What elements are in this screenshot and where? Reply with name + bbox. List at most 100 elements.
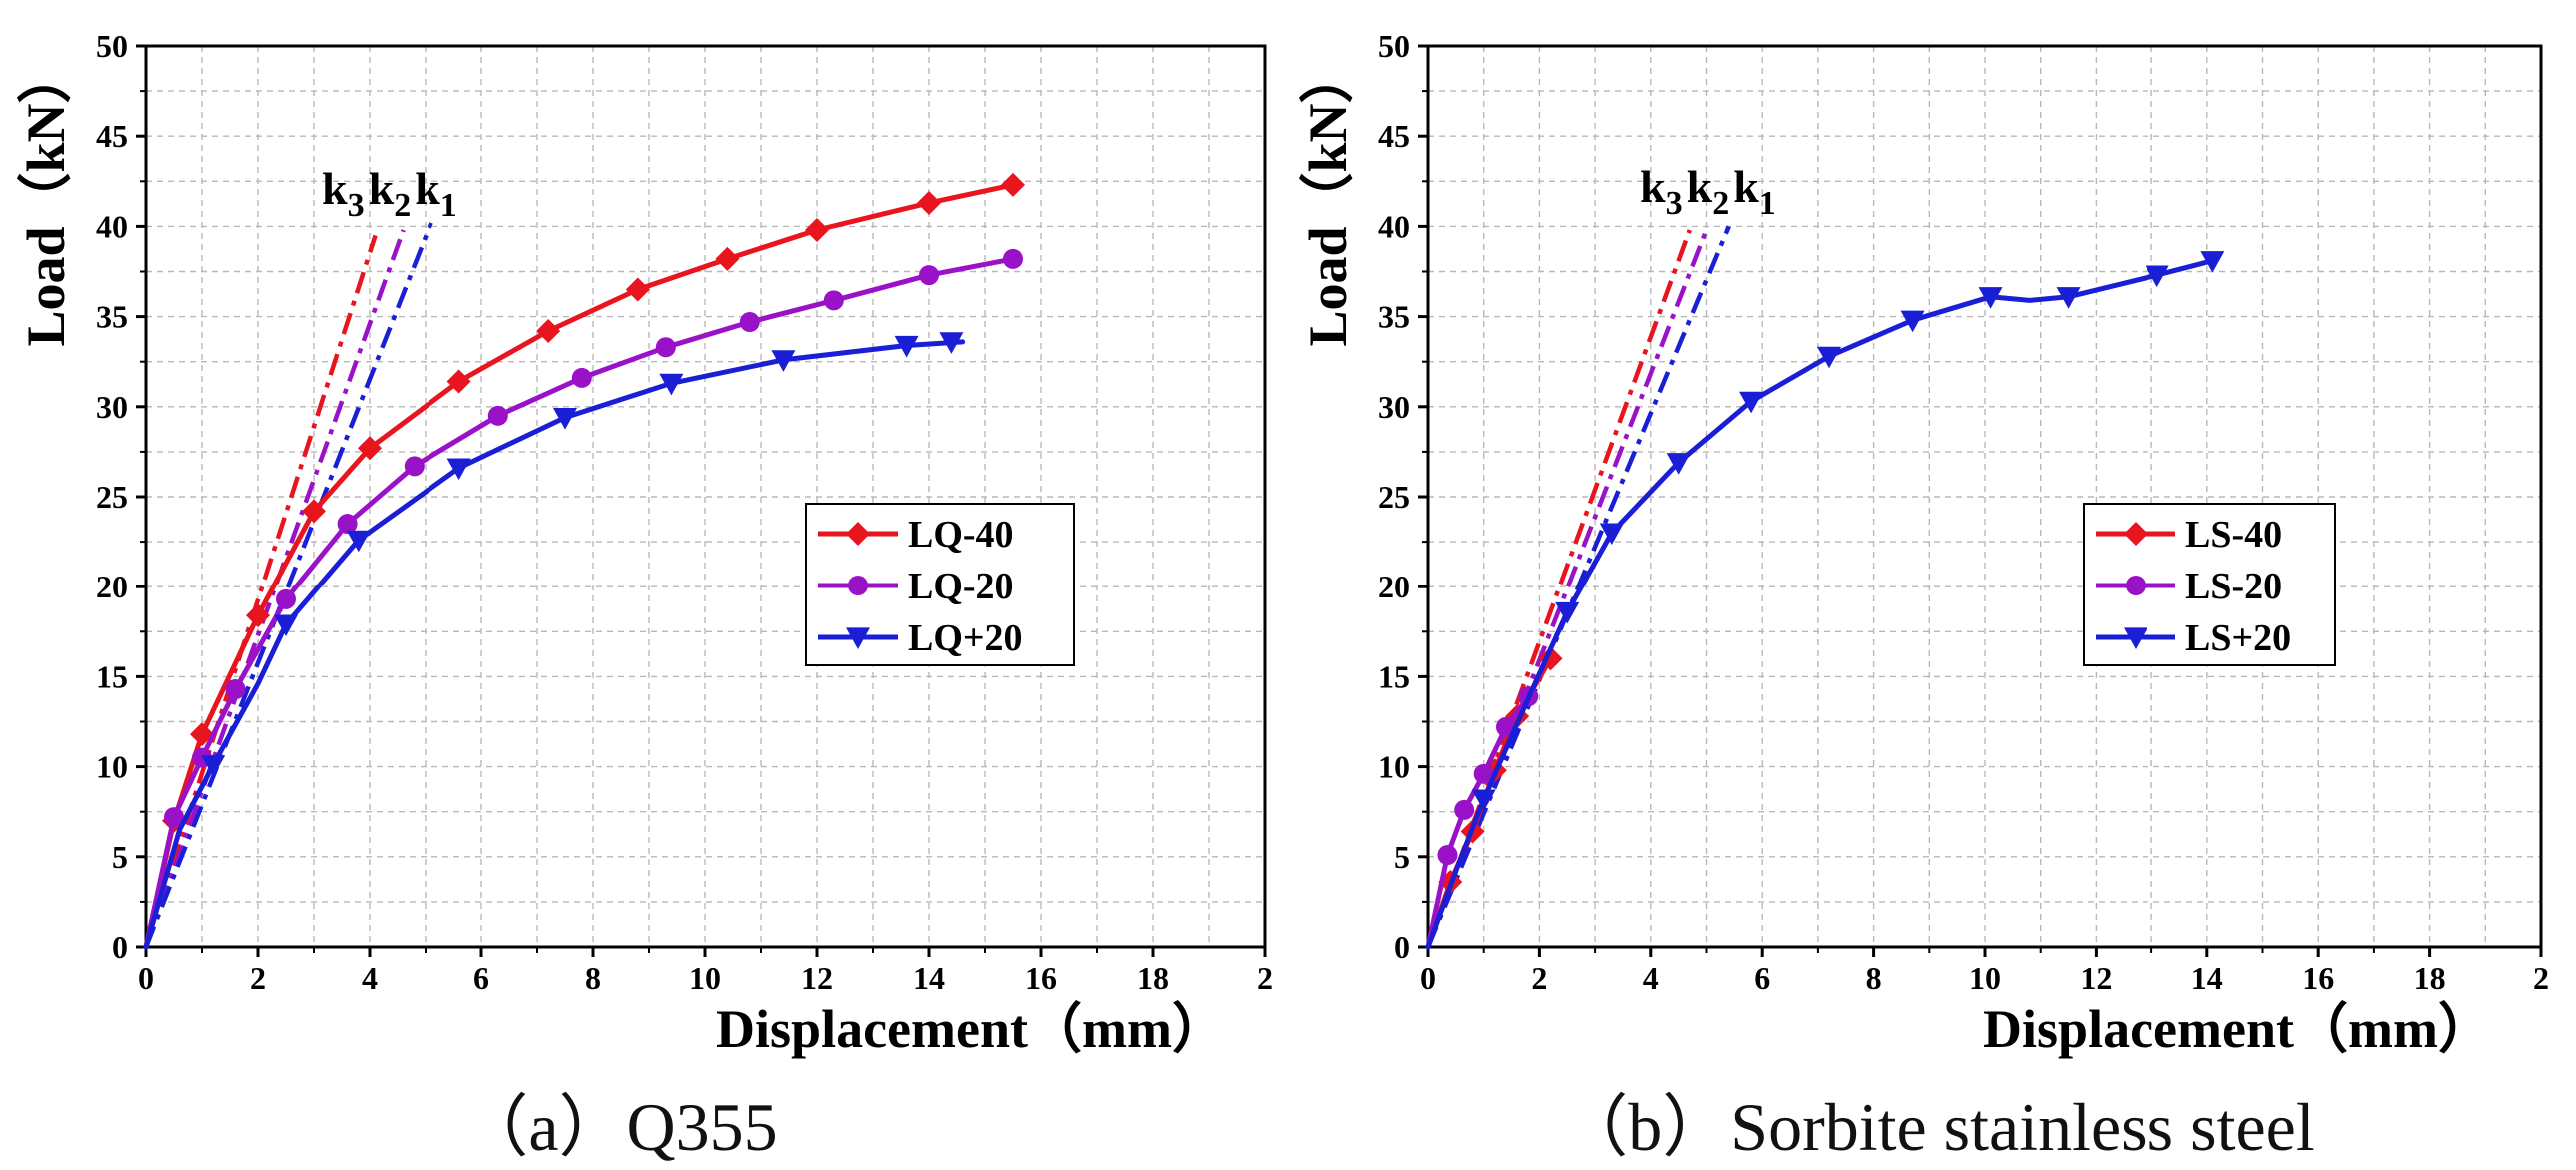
chart-b-y-axis-label: Load（kN） bbox=[1298, 49, 1358, 346]
chart-a-series-LQ+20 bbox=[143, 332, 966, 950]
chart-b-xtick-label: 18 bbox=[2414, 960, 2446, 996]
chart-a-series-point-LQ+20 bbox=[553, 408, 577, 430]
chart-b-series-point-LS+20 bbox=[1666, 453, 1691, 475]
chart-a-series-point-LQ-20 bbox=[225, 679, 246, 700]
chart-b-ytick-label: 40 bbox=[1378, 208, 1410, 244]
chart-a-xtick-label: 8 bbox=[585, 960, 601, 996]
chart-b-legend-label-LS-20: LS-20 bbox=[2185, 566, 2282, 607]
chart-a-xtick-label: 0 bbox=[138, 960, 154, 996]
chart-a-stiffness-subscript: 3 bbox=[348, 187, 365, 224]
chart-a-series-point-LQ-20 bbox=[337, 514, 358, 535]
chart-a-series-point-LQ+20 bbox=[659, 373, 684, 396]
chart-a-series-point-LQ-20 bbox=[487, 405, 508, 426]
chart-b-series-point-LS+20 bbox=[1471, 789, 1496, 812]
chart-a-series-point-LQ-20 bbox=[739, 312, 760, 333]
chart-a-series-point-LQ-20 bbox=[164, 807, 184, 828]
chart-b-series-LS+20 bbox=[1425, 251, 2225, 950]
chart-b-ytick-label: 35 bbox=[1378, 299, 1410, 335]
chart-a-stiffness-k: k bbox=[322, 163, 348, 214]
chart-b: 0 2 4 6 8 10 12 14 16 18 205101520253035404550Disp… bbox=[1298, 28, 2549, 1059]
chart-a-stiffness-line-k3 bbox=[143, 234, 378, 948]
chart-b-ytick-label: 25 bbox=[1378, 479, 1410, 515]
chart-b-ytick-label: 10 bbox=[1378, 749, 1410, 785]
chart-b-legend-label-LS+20: LS+20 bbox=[2185, 617, 2291, 659]
chart-a-series-line-LQ-20 bbox=[143, 256, 1016, 950]
chart-b-stiffness-line-k3 bbox=[1425, 229, 1692, 948]
chart-a-series-point-LQ+20 bbox=[274, 614, 298, 637]
chart-a-series-point-LQ-20 bbox=[823, 290, 844, 311]
chart-a-ytick-label: 45 bbox=[96, 118, 128, 154]
chart-b-ytick-label: 20 bbox=[1378, 569, 1410, 604]
chart-b-series-point-LS+20 bbox=[1900, 310, 1925, 333]
chart-a-series-point-LQ-40 bbox=[302, 499, 326, 524]
chart-b-series-point-LS-20 bbox=[1437, 844, 1458, 865]
chart-a-ytick-label: 25 bbox=[96, 479, 128, 515]
chart-b-series-point-LS+20 bbox=[2056, 287, 2081, 309]
chart-b-ytick-label: 50 bbox=[1378, 28, 1410, 64]
chart-a-series-point-LQ-20 bbox=[655, 337, 676, 358]
chart-a-stiffness-k: k bbox=[369, 163, 395, 214]
chart-a-series-point-LQ+20 bbox=[346, 530, 371, 553]
chart-a-series-point-LQ-20 bbox=[1003, 248, 1023, 269]
chart-a-xtick-label: 12 bbox=[801, 960, 833, 996]
chart-a-series-point-LQ-40 bbox=[358, 436, 382, 461]
chart-b-xtick-label: 10 bbox=[1969, 960, 2001, 996]
chart-a-stiffness-subscript: 2 bbox=[394, 187, 411, 224]
chart-b-ytick-label: 15 bbox=[1378, 658, 1410, 694]
chart-b-series-point-LS-20 bbox=[1454, 799, 1475, 820]
chart-b-ytick-label: 0 bbox=[1394, 929, 1410, 965]
chart-b-legend-marker-LS-40 bbox=[2124, 522, 2147, 546]
chart-b-ytick-label: 30 bbox=[1378, 389, 1410, 425]
chart-a-ytick-label: 40 bbox=[96, 208, 128, 244]
chart-b-series-point-LS+20 bbox=[2200, 251, 2225, 273]
chart-b-xtick-label: 4 bbox=[1643, 960, 1659, 996]
chart-b-xtick-label: 2 bbox=[1531, 960, 1547, 996]
chart-a-series-point-LQ-40 bbox=[715, 246, 740, 271]
chart-a-stiffness-line-k2 bbox=[143, 229, 406, 948]
chart-b-legend-label-LS-40: LS-40 bbox=[2185, 514, 2282, 556]
chart-a-series-point-LQ-20 bbox=[571, 367, 592, 388]
chart-a-series-point-LQ-40 bbox=[446, 369, 471, 394]
chart-a-xtick-label: 10 bbox=[689, 960, 721, 996]
chart-b-stiffness-k: k bbox=[1687, 161, 1713, 212]
chart-b-ytick-label: 5 bbox=[1394, 839, 1410, 875]
chart-b-xtick-label: 14 bbox=[2191, 960, 2223, 996]
chart-a-legend-marker-LQ+20 bbox=[846, 627, 870, 649]
chart-a-ytick-label: 0 bbox=[112, 929, 128, 965]
chart-b-x-axis-label: Displacement（mm） bbox=[1983, 999, 2492, 1059]
chart-a: 0 2 4 6 8 10 12 14 16 18 205101520253035404550Disp… bbox=[16, 28, 1273, 1059]
chart-a-x-axis-label: Displacement（mm） bbox=[716, 999, 1226, 1059]
chart-b-xtick-label: 2 bbox=[2533, 960, 2549, 996]
chart-a-legend-label-LQ-40: LQ-40 bbox=[908, 514, 1014, 556]
chart-a-series-point-LQ-40 bbox=[246, 603, 270, 628]
chart-a-y-axis-label: Load（kN） bbox=[16, 49, 76, 346]
chart-a-ytick-label: 30 bbox=[96, 389, 128, 425]
chart-b-legend: LS-40 LS-20 LS+20 bbox=[2083, 503, 2336, 666]
chart-b-xtick-label: 16 bbox=[2302, 960, 2334, 996]
chart-a-series-point-LQ-20 bbox=[404, 456, 425, 477]
chart-a-series-point-LQ-40 bbox=[1001, 172, 1025, 197]
chart-a-series-point-LQ-40 bbox=[917, 190, 941, 215]
chart-a-ytick-label: 35 bbox=[96, 299, 128, 335]
chart-a-ytick-label: 15 bbox=[96, 658, 128, 694]
chart-b-series-point-LS-20 bbox=[1473, 763, 1494, 784]
chart-a-legend-label-LQ+20: LQ+20 bbox=[908, 617, 1023, 659]
chart-a-xtick-label: 2 bbox=[1257, 960, 1273, 996]
chart-a-series-point-LQ+20 bbox=[446, 458, 471, 481]
chart-a-series-point-LQ-40 bbox=[805, 218, 829, 243]
chart-b-legend-marker-LS+20 bbox=[2124, 627, 2147, 649]
chart-b-series-point-LS+20 bbox=[1599, 523, 1624, 546]
chart-b-xtick-label: 8 bbox=[1866, 960, 1882, 996]
chart-a-xtick-label: 2 bbox=[250, 960, 266, 996]
chart-a-series-LQ-20 bbox=[143, 248, 1023, 950]
chart-a-stiffness-line-k1 bbox=[143, 221, 433, 948]
chart-a-series-point-LQ-20 bbox=[276, 588, 296, 609]
chart-b-stiffness-k: k bbox=[1640, 161, 1666, 212]
chart-b-series-point-LS+20 bbox=[1555, 601, 1580, 624]
chart-b-series-point-LS+20 bbox=[2145, 265, 2169, 288]
chart-a-stiffness-labels: k3k2k1 bbox=[322, 163, 457, 224]
chart-a-series-point-LQ+20 bbox=[939, 332, 964, 354]
